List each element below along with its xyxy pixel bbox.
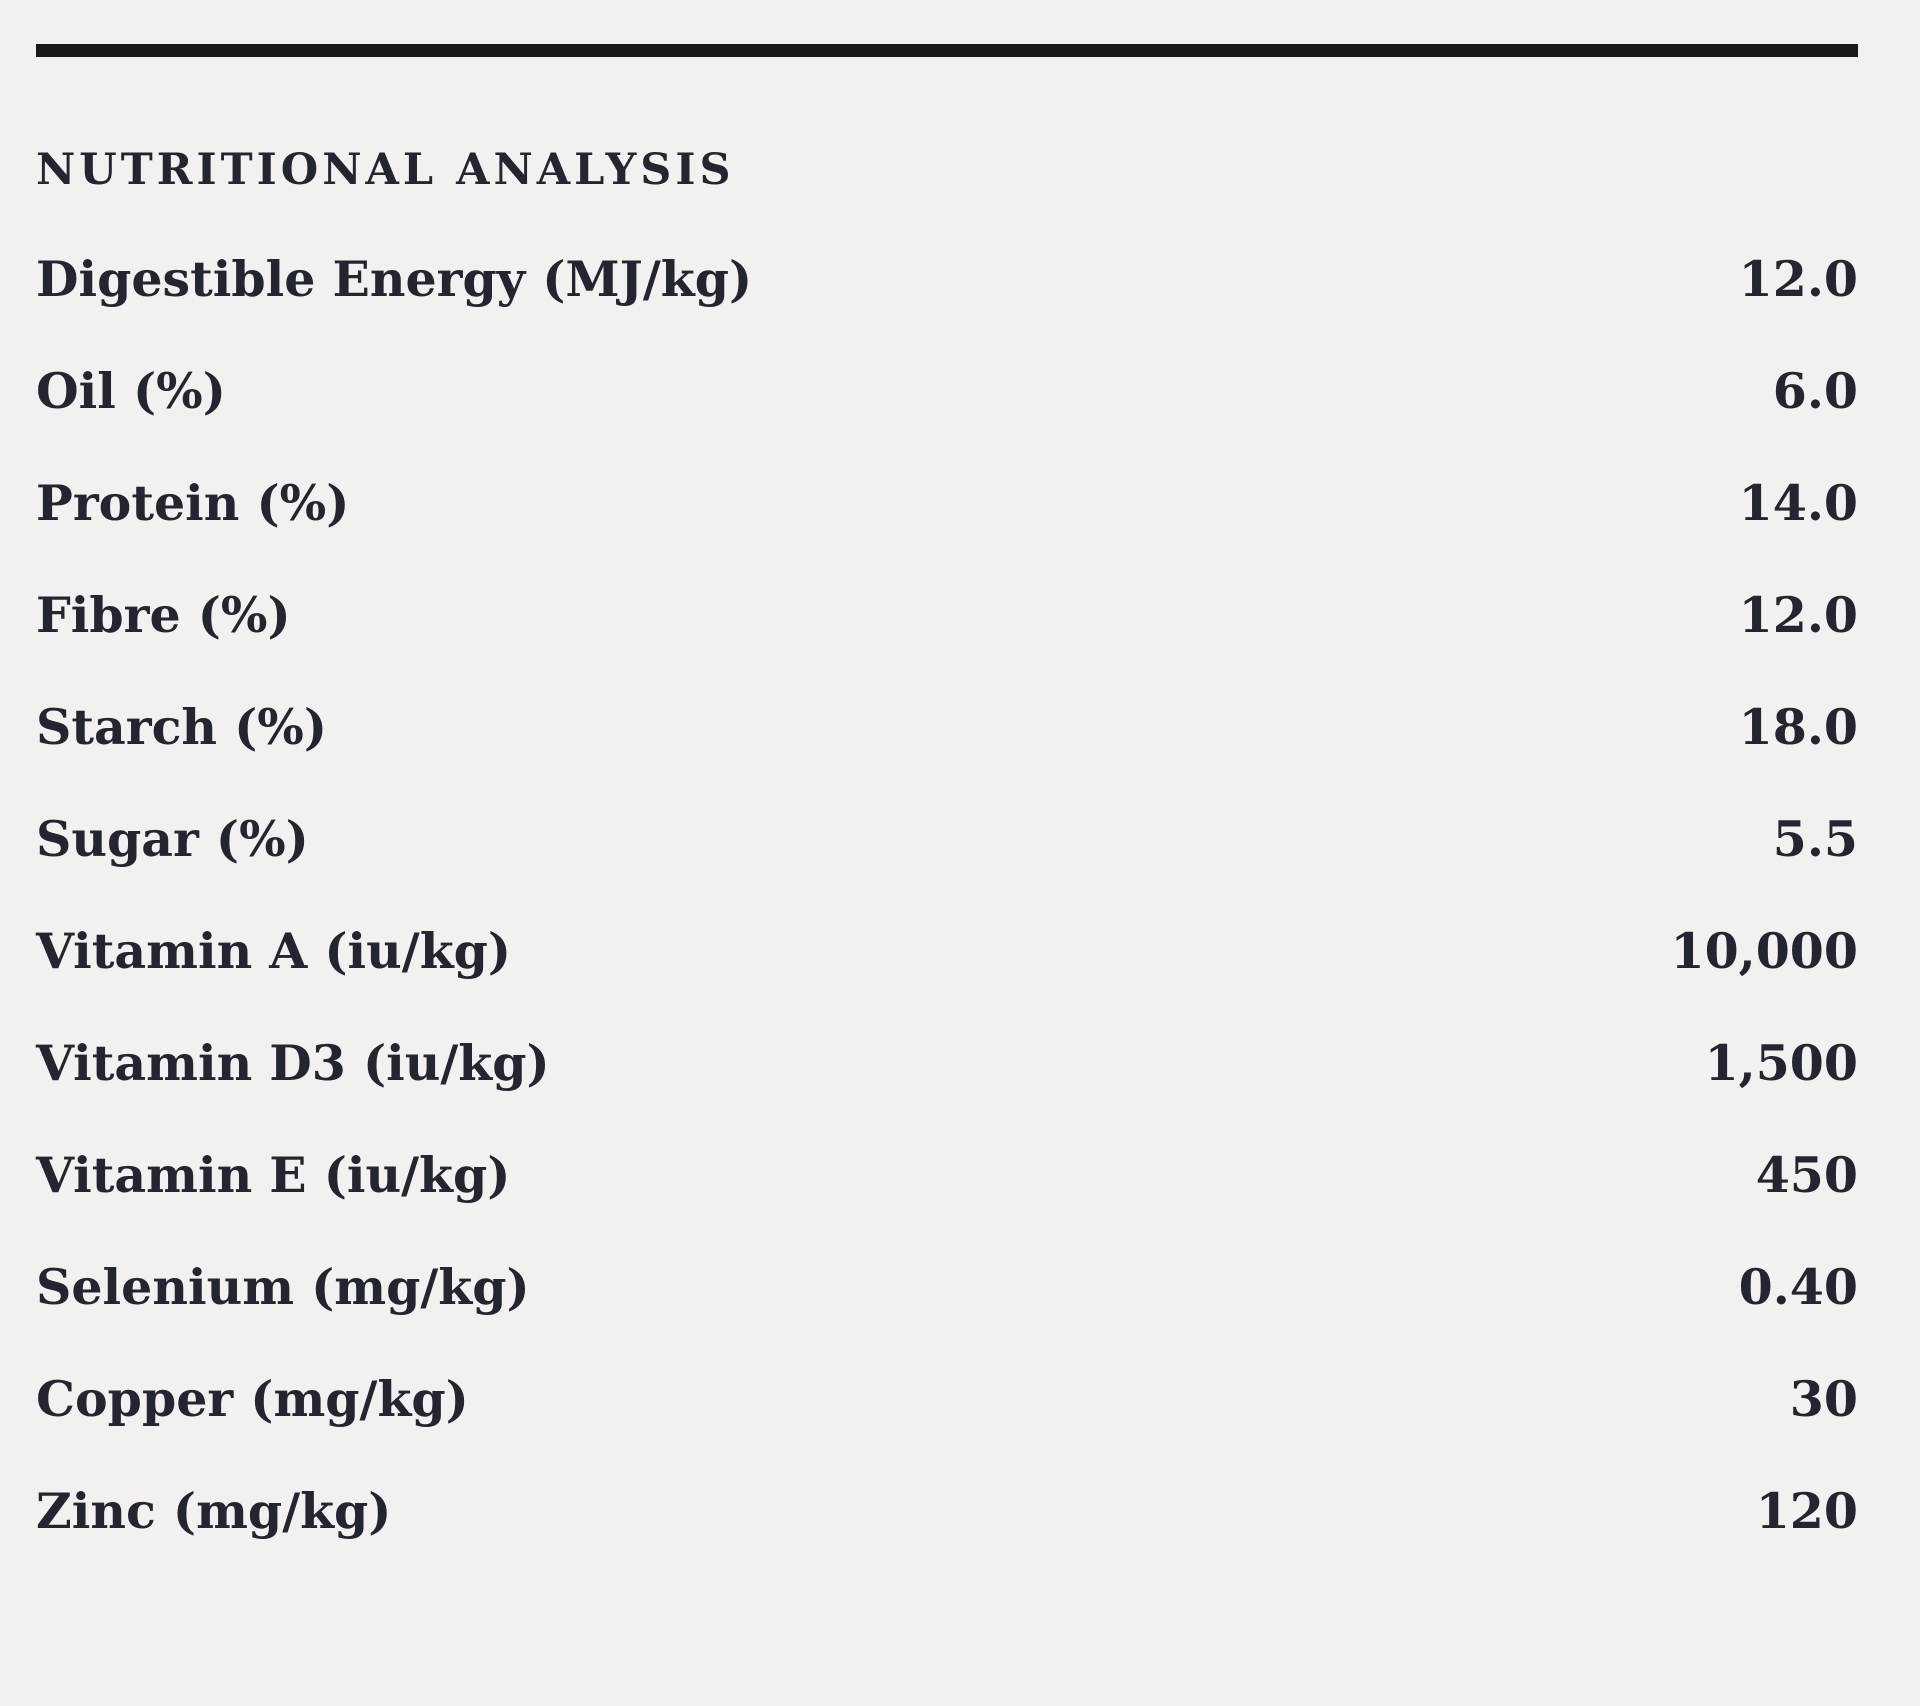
row-label: Zinc (mg/kg) [36, 1482, 392, 1540]
row-label: Fibre (%) [36, 586, 291, 644]
row-label: Vitamin D3 (iu/kg) [36, 1034, 550, 1092]
row-label: Starch (%) [36, 698, 328, 756]
table-row: Selenium (mg/kg) 0.40 [36, 1263, 1858, 1312]
row-value: 1,500 [1704, 1034, 1858, 1092]
table-row: Protein (%) 14.0 [36, 479, 1858, 528]
row-label: Sugar (%) [36, 810, 309, 868]
row-value: 450 [1755, 1146, 1858, 1204]
row-value: 18.0 [1738, 698, 1858, 756]
row-label: Protein (%) [36, 474, 350, 532]
row-value: 5.5 [1772, 810, 1858, 868]
table-row: Fibre (%) 12.0 [36, 591, 1858, 640]
table-row: Vitamin D3 (iu/kg) 1,500 [36, 1039, 1858, 1088]
table-row: Digestible Energy (MJ/kg) 12.0 [36, 255, 1858, 304]
row-label: Selenium (mg/kg) [36, 1258, 530, 1316]
row-label: Oil (%) [36, 362, 226, 420]
table-row: Vitamin A (iu/kg) 10,000 [36, 927, 1858, 976]
row-label: Vitamin A (iu/kg) [36, 922, 512, 980]
table-row: Oil (%) 6.0 [36, 367, 1858, 416]
row-value: 12.0 [1738, 250, 1858, 308]
table-row: Zinc (mg/kg) 120 [36, 1487, 1858, 1536]
table-row: Starch (%) 18.0 [36, 703, 1858, 752]
row-value: 12.0 [1738, 586, 1858, 644]
section-title: NUTRITIONAL ANALYSIS [36, 145, 735, 195]
table-row: Copper (mg/kg) 30 [36, 1375, 1858, 1424]
row-value: 120 [1755, 1482, 1858, 1540]
table-row: Sugar (%) 5.5 [36, 815, 1858, 864]
row-value: 0.40 [1738, 1258, 1858, 1316]
row-value: 30 [1789, 1370, 1858, 1428]
row-value: 14.0 [1738, 474, 1858, 532]
nutrition-table: Digestible Energy (MJ/kg) 12.0 Oil (%) 6… [36, 255, 1858, 1536]
table-row: Vitamin E (iu/kg) 450 [36, 1151, 1858, 1200]
row-value: 10,000 [1670, 922, 1858, 980]
row-label: Copper (mg/kg) [36, 1370, 469, 1428]
row-label: Vitamin E (iu/kg) [36, 1146, 511, 1204]
top-rule-divider [36, 44, 1858, 57]
row-label: Digestible Energy (MJ/kg) [36, 250, 753, 308]
row-value: 6.0 [1772, 362, 1858, 420]
